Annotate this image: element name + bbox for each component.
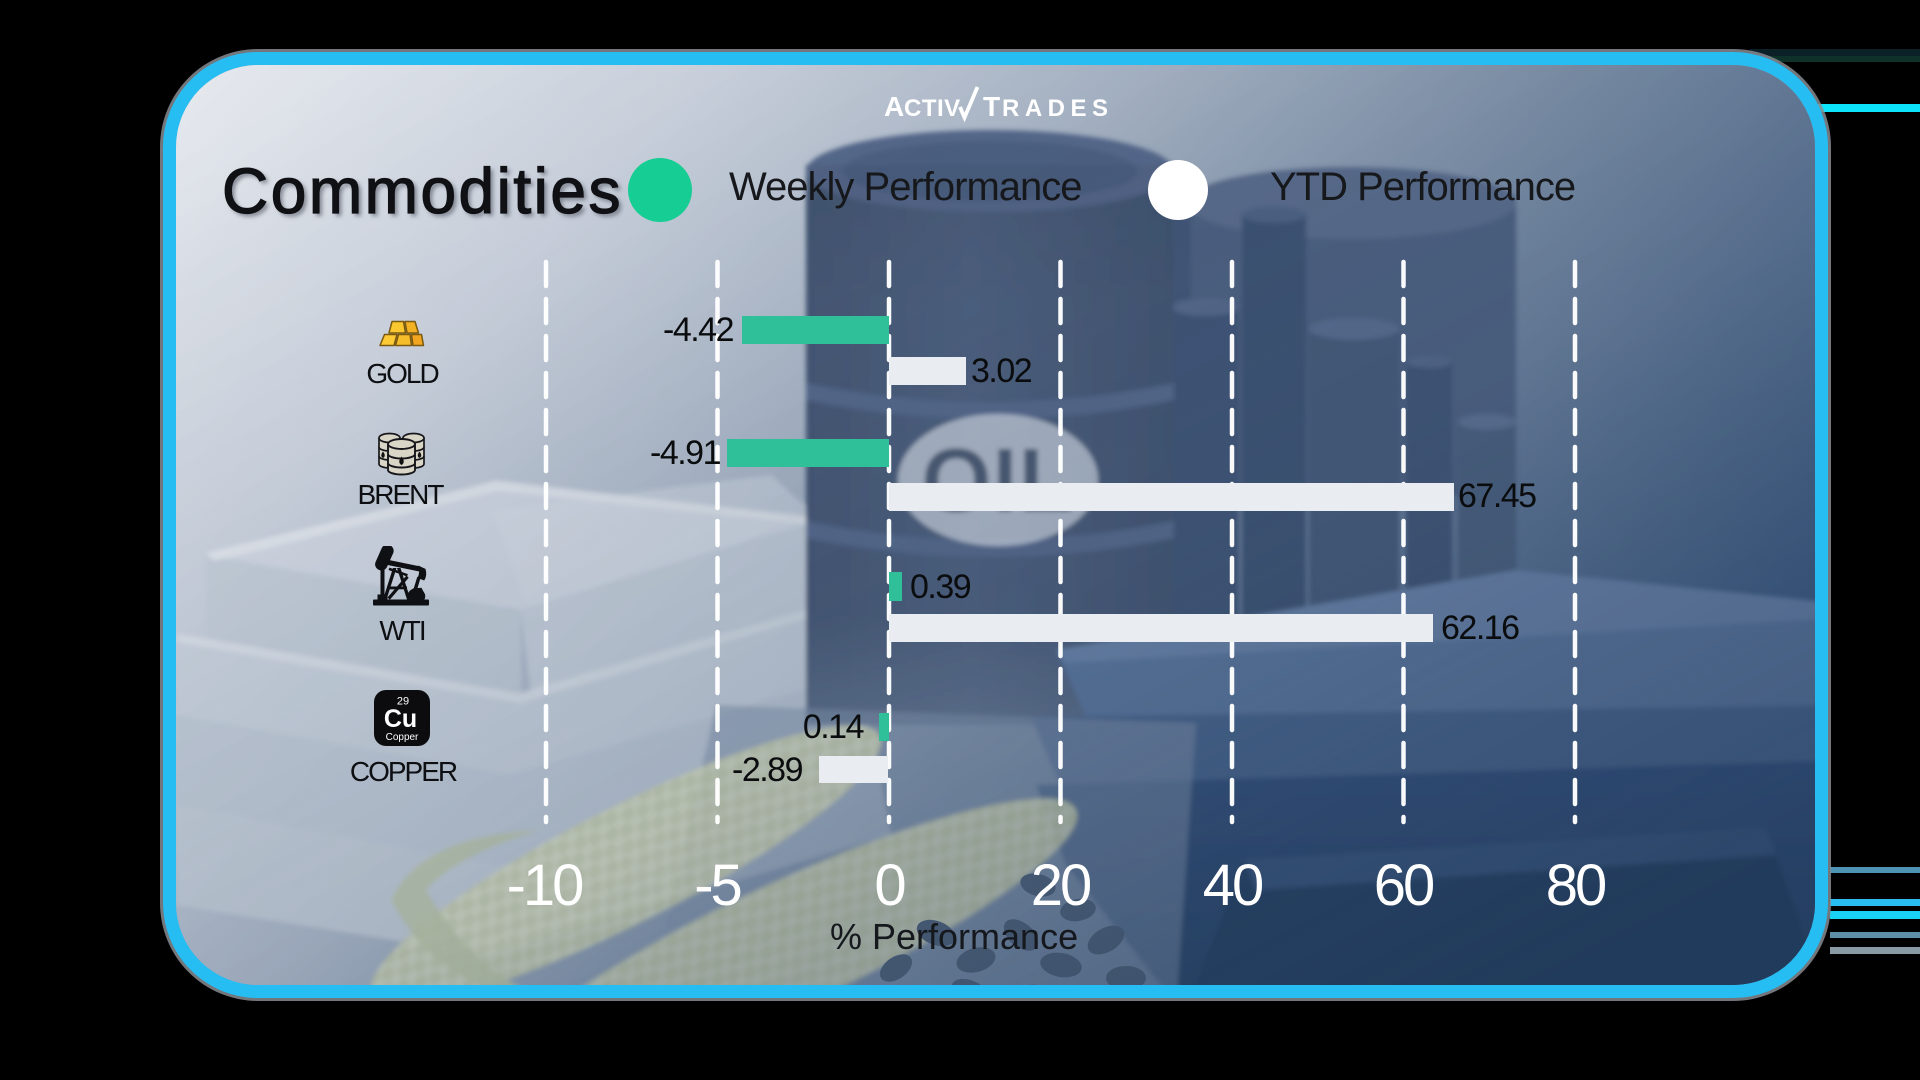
- svg-text:Cu: Cu: [384, 705, 417, 733]
- svg-text:T: T: [983, 91, 1000, 122]
- svg-text:29: 29: [397, 696, 409, 708]
- svg-text:Copper: Copper: [386, 732, 419, 743]
- svg-text:CTIV: CTIV: [904, 95, 961, 122]
- svg-text:RADES: RADES: [1002, 95, 1114, 122]
- svg-text:A: A: [884, 91, 904, 122]
